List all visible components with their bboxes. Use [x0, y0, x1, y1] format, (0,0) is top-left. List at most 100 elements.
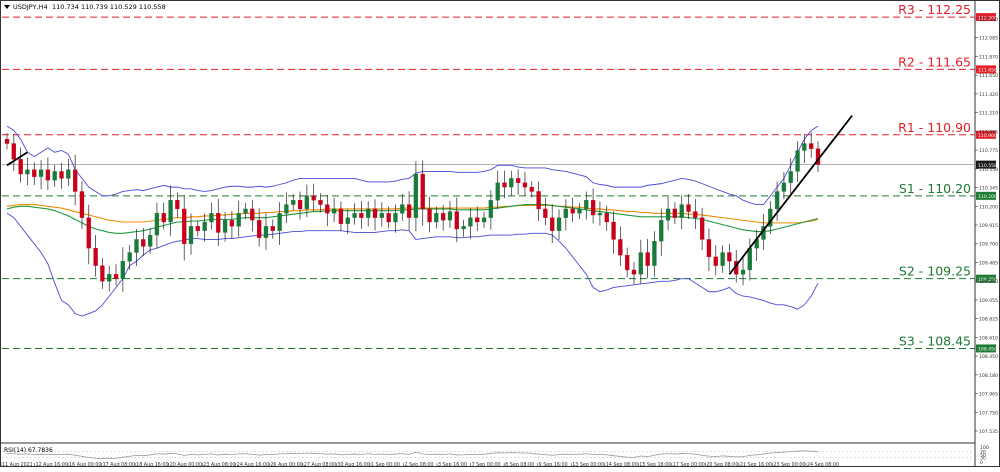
candle-body — [652, 241, 657, 266]
level-tag-bg-2 — [976, 65, 996, 74]
level-tag-bg-1 — [976, 13, 996, 22]
candle-body — [4, 139, 10, 144]
candle-body — [270, 226, 275, 231]
time-tick-label: 1 Sep 00:00 — [371, 462, 400, 468]
candle-body — [393, 213, 398, 223]
candle-body — [454, 211, 459, 230]
candle-body — [468, 217, 473, 227]
candle-body — [740, 269, 746, 275]
rsi-label: RSI(14) 67.7836 — [4, 447, 53, 454]
time-tick-label: 15 Sep 16:00 — [639, 462, 671, 468]
time-tick-label: 26 Aug 00:00 — [270, 462, 302, 468]
price-tick-label: 110.200 — [979, 204, 998, 210]
level-tag-bg-5 — [976, 274, 996, 283]
candle-body — [222, 220, 228, 233]
level-label-4: S1 - 110.20 — [899, 181, 971, 196]
level-label-5: S2 - 109.25 — [899, 264, 971, 279]
candle-body — [556, 217, 562, 231]
candle-body — [434, 213, 439, 223]
candle-body — [107, 274, 112, 282]
time-tick-label: 20 Aug 00:00 — [170, 462, 202, 468]
candle-body — [400, 204, 405, 214]
candle-body — [427, 208, 432, 223]
price-tick-label: 109.915 — [979, 223, 998, 229]
level-tag-3: 110.900 — [978, 133, 997, 139]
time-tick-label: 18 Aug 16:00 — [136, 462, 168, 468]
upper-bollinger-band — [6, 125, 819, 206]
candle-body — [781, 182, 787, 192]
candle-body — [747, 248, 752, 271]
candle-body — [32, 169, 37, 177]
candle-body — [686, 204, 691, 212]
level-label-2: R2 - 111.65 — [898, 54, 971, 69]
candle-body — [154, 213, 160, 236]
candle-body — [475, 217, 480, 223]
candle-body — [522, 182, 528, 188]
candle-body — [570, 208, 575, 214]
time-tick-label: 23 Sep 00:00 — [773, 462, 805, 468]
candle-body — [386, 213, 391, 223]
candle-body — [550, 217, 555, 231]
time-tick-label: 27 Aug 08:00 — [304, 462, 336, 468]
level-tag-6: 108.450 — [978, 347, 997, 353]
lower-bollinger-band — [6, 212, 819, 317]
candle-body — [379, 213, 384, 218]
rsi-tick-label: 50 — [980, 452, 986, 458]
level-lines — [2, 16, 975, 349]
candle-body — [515, 178, 521, 183]
candle-body — [795, 150, 800, 172]
candle-body — [536, 191, 541, 210]
candle-body — [331, 208, 337, 214]
price-tick-label: 109.700 — [979, 242, 998, 248]
time-tick-label: 14 Sep 08:00 — [606, 462, 638, 468]
rsi-tick-label: 30 — [980, 455, 986, 461]
candle-body — [188, 226, 194, 244]
candle-body — [529, 186, 534, 192]
price-tick-label: 107.965 — [979, 392, 998, 398]
candle-body — [345, 217, 350, 224]
price-tick-label: 111.210 — [979, 111, 998, 117]
price-tick-label: 110.558 — [979, 167, 998, 173]
candle-body — [284, 204, 289, 214]
candle-body — [182, 208, 187, 244]
candle-body — [257, 220, 262, 238]
candle-body — [168, 200, 173, 223]
price-tick-label: 111.650 — [979, 73, 998, 79]
candle-body — [509, 178, 514, 188]
candle-body — [631, 269, 637, 275]
level-tag-bg-6 — [976, 344, 996, 353]
candle-body — [802, 143, 807, 151]
candle-body — [699, 217, 705, 240]
candle-body — [420, 173, 425, 210]
candle-body — [304, 195, 310, 210]
level-tag-5: 109.250 — [978, 277, 997, 283]
price-tick-label: 112.085 — [979, 36, 998, 42]
candle-body — [25, 169, 30, 175]
candles — [4, 132, 821, 292]
price-tick-label: 107.535 — [979, 429, 998, 435]
candle-body — [243, 208, 248, 214]
trendline-short-stub — [6, 151, 28, 167]
chart-header: USDJPY,H4 110.734 110.739 110.529 110.55… — [4, 3, 166, 11]
candle-body — [297, 200, 303, 210]
candle-body — [325, 204, 330, 214]
current-price-tag-bg — [976, 160, 996, 169]
rsi-tick-label: 100 — [980, 445, 989, 451]
price-tick-label: 110.775 — [979, 148, 998, 154]
candle-body — [195, 226, 200, 231]
candle-body — [202, 221, 207, 231]
candle-body — [563, 208, 568, 218]
time-tick-label: 9 Sep 16:00 — [539, 462, 568, 468]
dropdown-triangle-icon[interactable] — [4, 5, 10, 9]
candle-body — [706, 239, 712, 258]
symbol-label: USDJPY,H4 — [13, 3, 48, 11]
candle-body — [672, 208, 678, 218]
candle-body — [79, 191, 85, 218]
candle-body — [604, 213, 609, 223]
candle-body — [216, 213, 221, 233]
candle-body — [659, 220, 664, 242]
time-tick-label: 11 Aug 2021 — [2, 462, 33, 468]
time-tick-label: 16 Aug 00:00 — [69, 462, 101, 468]
level-tag-1: 112.300 — [978, 15, 997, 21]
candle-body — [774, 191, 780, 210]
